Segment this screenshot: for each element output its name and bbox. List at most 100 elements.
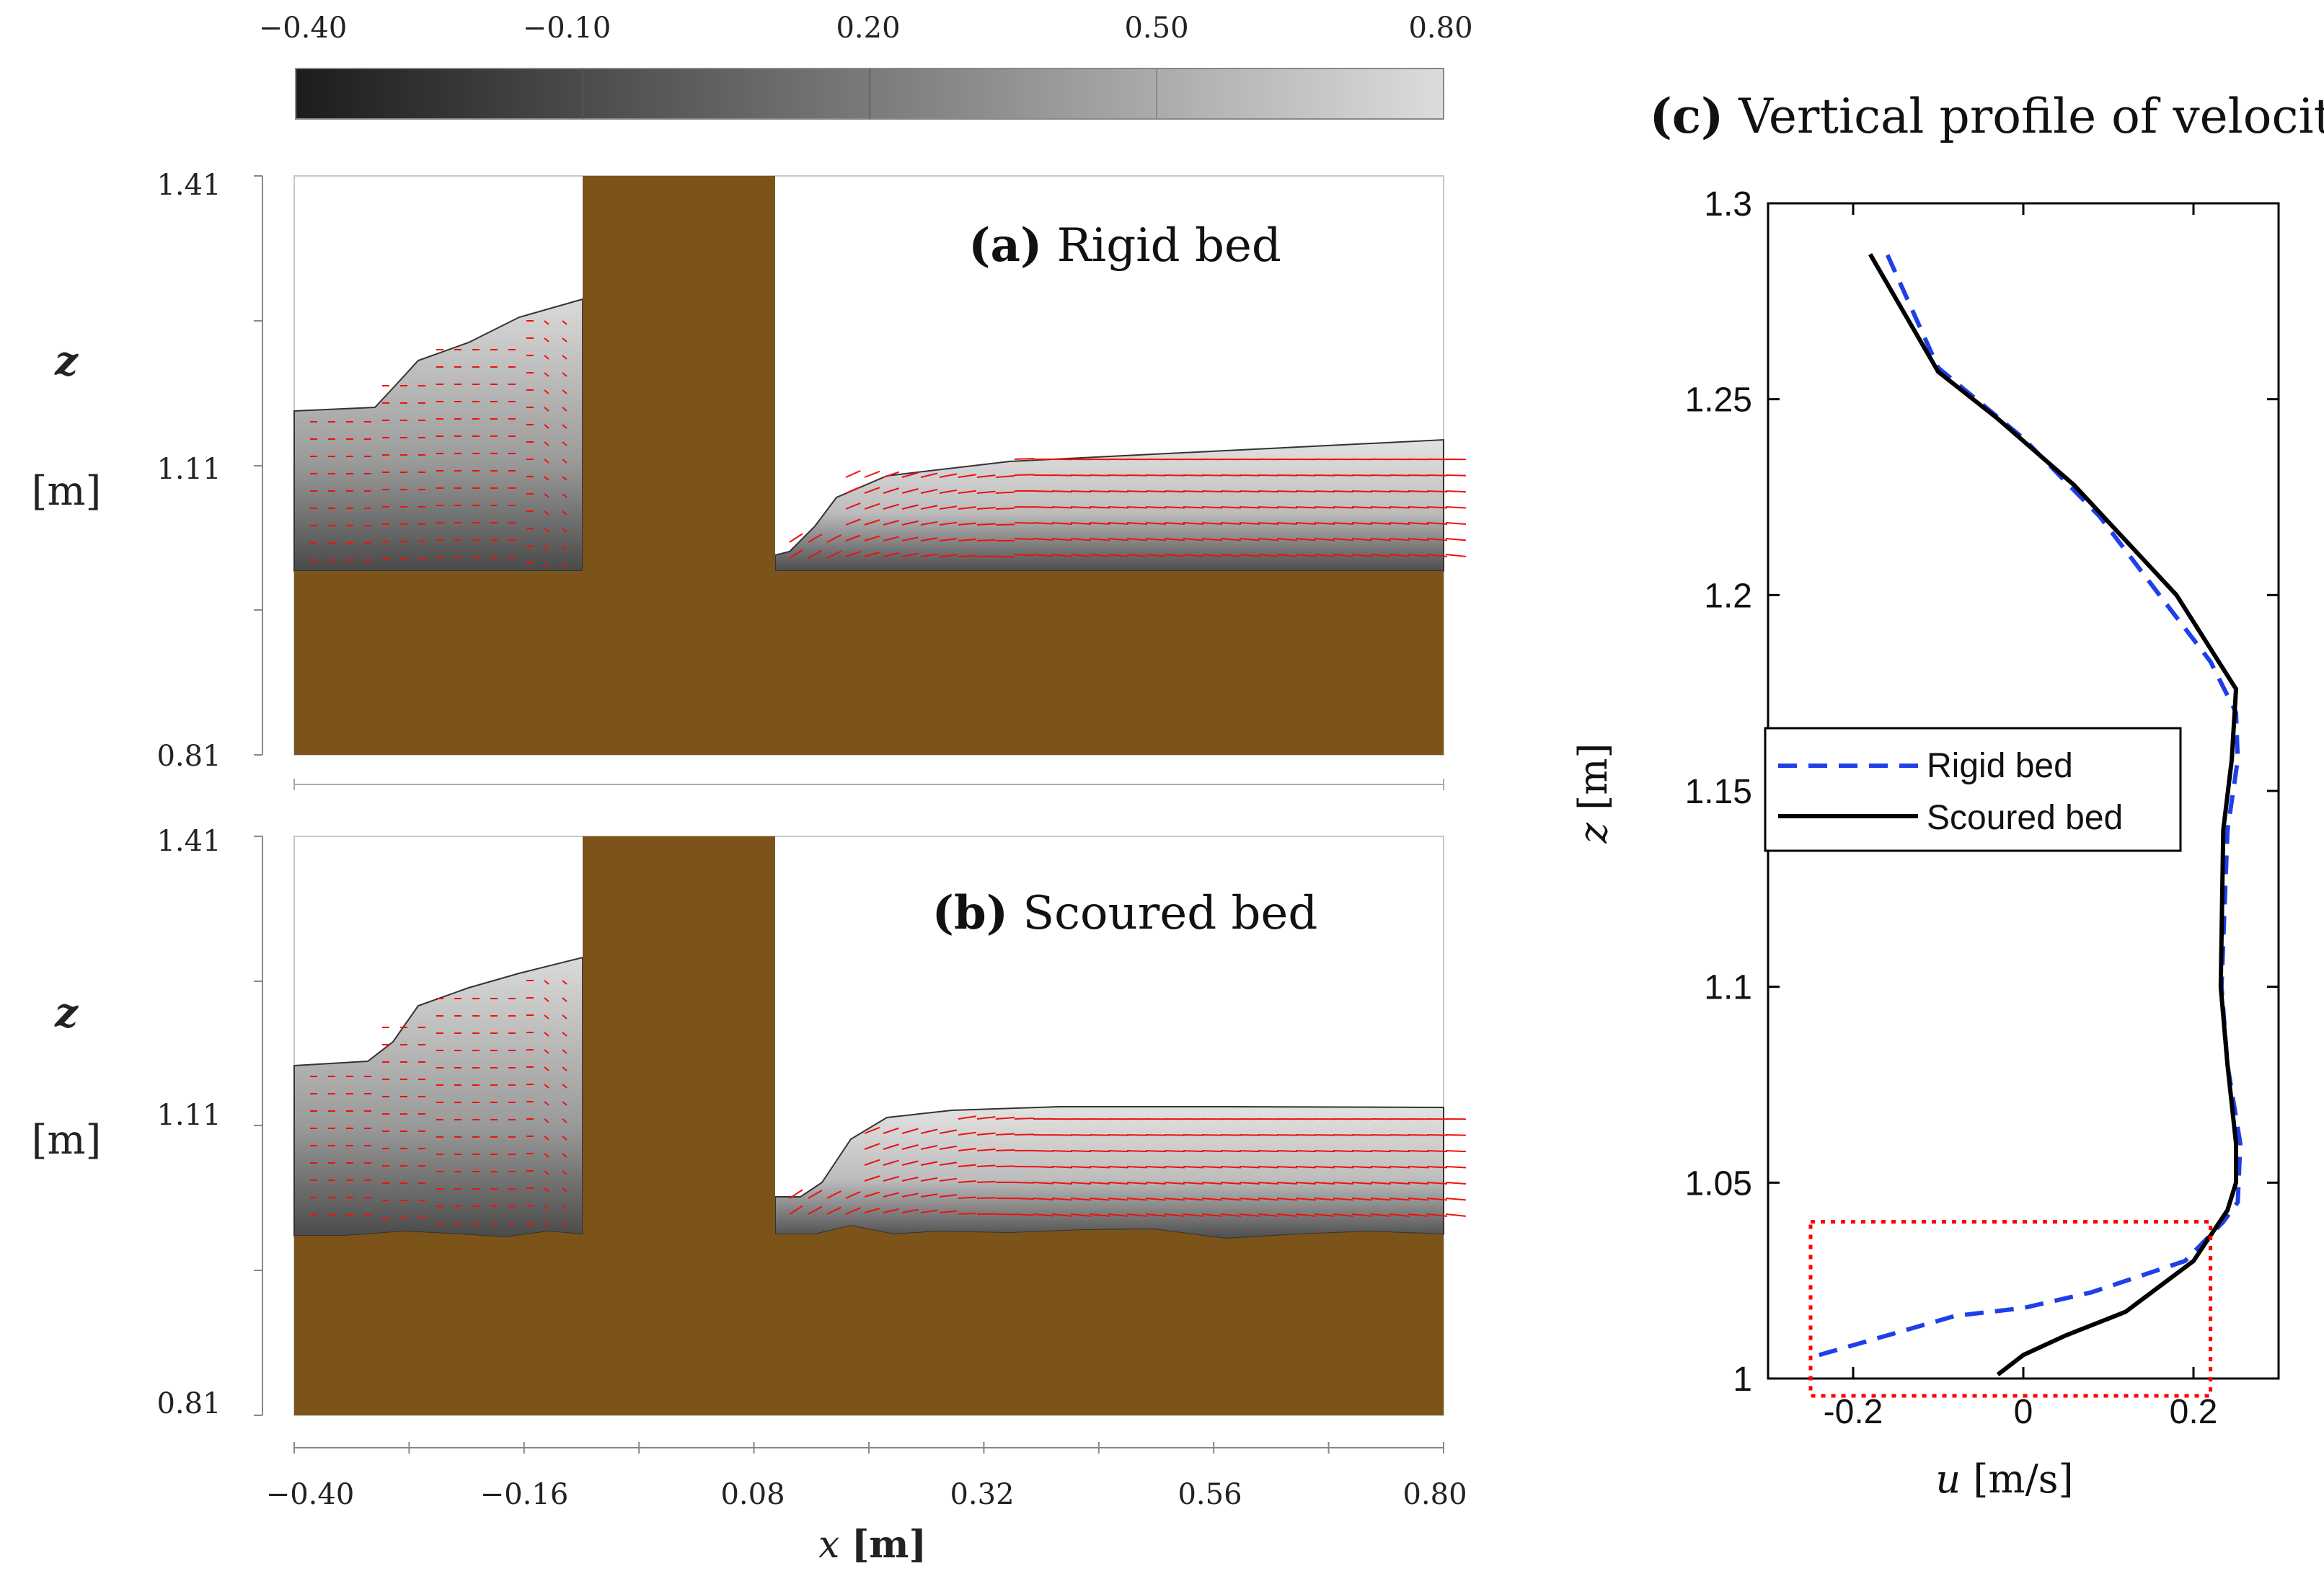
vector-arrow <box>1089 506 1110 509</box>
vector-arrow <box>1239 1166 1260 1169</box>
vector-arrow <box>1145 538 1167 541</box>
vector-arrow <box>901 1144 919 1150</box>
highlight-box <box>1808 1220 2213 1398</box>
vector-arrow <box>883 552 899 557</box>
vector-arrow <box>1201 474 1223 477</box>
vector-arrow <box>976 1149 996 1151</box>
vector-arrow <box>1164 1198 1185 1201</box>
vector-arrow <box>544 320 549 325</box>
vector-arrow <box>1164 490 1185 493</box>
panel-c-title: (c) Vertical profile of velocity <box>1650 88 2324 144</box>
z-tick-label: 1.11 <box>156 453 221 486</box>
legend-label: Rigid bed <box>1927 747 2073 785</box>
vector-arrow <box>1108 490 1129 493</box>
y-tick-label: 1 <box>1733 1360 1752 1399</box>
vector-arrow <box>901 520 919 526</box>
x-tick-label: −0.40 <box>266 1478 355 1511</box>
vector-arrow <box>1201 1166 1223 1169</box>
vector-arrow <box>1351 554 1373 557</box>
vector-arrow <box>1164 1182 1185 1185</box>
vector-arrow <box>1333 474 1354 477</box>
vector-arrow <box>845 502 861 510</box>
vector-arrow <box>864 1159 880 1166</box>
vector-arrow <box>1370 506 1392 509</box>
vector-arrow <box>883 1176 899 1182</box>
vector-arrow <box>883 1208 899 1213</box>
x-tick-label: −0.16 <box>480 1478 569 1511</box>
vector-arrow <box>544 1066 549 1071</box>
vector-arrow <box>1408 538 1429 541</box>
vector-arrow <box>562 997 567 1002</box>
axis-separator <box>293 779 1444 790</box>
z-tick-label: 0.81 <box>156 1387 221 1420</box>
vector-arrow <box>1089 1182 1110 1185</box>
vector-arrow <box>1033 1213 1053 1217</box>
colorbar-tick: 0.20 <box>836 12 900 45</box>
vector-arrow <box>1239 1134 1260 1136</box>
vector-arrow <box>901 1160 919 1166</box>
vector-arrow <box>544 528 549 533</box>
vector-arrow <box>1051 1213 1073 1217</box>
vector-arrow <box>939 521 958 526</box>
vector-arrow <box>1145 1198 1167 1201</box>
vector-arrow <box>562 510 567 516</box>
vector-arrow <box>864 1143 880 1150</box>
vector-arrow <box>1220 554 1242 557</box>
vector-arrow <box>1033 522 1053 525</box>
vector-arrow <box>1408 522 1429 525</box>
vector-arrow <box>1389 490 1410 493</box>
vector-arrow <box>1164 1213 1185 1217</box>
vector-arrow <box>1239 1213 1260 1217</box>
vector-arrow <box>544 980 549 985</box>
vector-arrow <box>808 549 823 559</box>
vector-arrow <box>1351 1213 1373 1217</box>
vector-arrow <box>544 562 549 567</box>
vector-arrow <box>920 1177 938 1182</box>
vector-arrow <box>1258 554 1279 557</box>
x-axis-label: u [m/s] <box>1935 1456 2073 1502</box>
vector-arrow <box>1183 1198 1204 1201</box>
vector-arrow <box>1089 490 1110 493</box>
vector-arrow <box>1426 1198 1448 1201</box>
vector-arrow <box>1126 522 1148 525</box>
vector-arrow <box>1145 554 1167 557</box>
vector-arrow <box>1445 490 1467 493</box>
vector-arrow <box>1389 554 1410 557</box>
vector-arrow <box>1333 1166 1354 1169</box>
vector-arrow <box>1426 554 1448 557</box>
vector-arrow <box>1295 1182 1317 1185</box>
y-tick-label: 1.15 <box>1685 773 1752 811</box>
vector-arrow <box>1408 506 1429 509</box>
vector-arrow <box>1089 1134 1110 1136</box>
vector-arrow <box>1070 1134 1092 1136</box>
vector-arrow <box>1389 1134 1410 1136</box>
vector-arrow <box>1295 1198 1317 1201</box>
vector-arrow <box>1220 490 1242 493</box>
vector-arrow <box>1070 1213 1092 1217</box>
vector-arrow <box>562 1084 567 1089</box>
vector-arrow <box>1201 538 1223 541</box>
vector-arrow <box>1408 1182 1429 1185</box>
vector-arrow <box>883 471 900 478</box>
vector-arrow <box>1258 1134 1279 1136</box>
vector-arrow <box>1370 490 1392 493</box>
vector-arrow <box>920 1161 938 1166</box>
vector-arrow <box>1295 538 1317 541</box>
vector-arrow <box>995 475 1015 478</box>
vector-arrow <box>1220 1198 1242 1201</box>
vector-arrow <box>1070 1166 1092 1169</box>
vector-arrow <box>1258 474 1279 477</box>
vector-arrow <box>1033 506 1053 509</box>
vector-arrow <box>1276 474 1298 477</box>
vector-arrow <box>920 1209 938 1213</box>
vector-arrow <box>958 554 976 557</box>
vector-arrow <box>1426 506 1448 509</box>
vector-arrow <box>1183 522 1204 525</box>
vector-arrow <box>901 1128 919 1134</box>
vector-arrow <box>562 1101 567 1106</box>
vector-arrow <box>995 1117 1015 1120</box>
panel-label: (b) Scoured bed <box>932 886 1318 940</box>
vector-arrow <box>544 1153 549 1158</box>
vector-arrow <box>1089 474 1110 477</box>
z-tick-label: 0.81 <box>156 740 221 773</box>
